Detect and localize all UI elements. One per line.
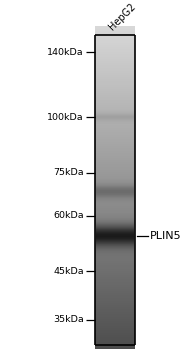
Text: 75kDa: 75kDa xyxy=(53,168,84,177)
Text: 45kDa: 45kDa xyxy=(53,267,84,275)
Text: PLIN5: PLIN5 xyxy=(150,231,181,241)
Text: 100kDa: 100kDa xyxy=(47,113,84,121)
Text: 140kDa: 140kDa xyxy=(47,48,84,57)
Text: HepG2: HepG2 xyxy=(107,2,137,32)
Text: 35kDa: 35kDa xyxy=(53,315,84,324)
Text: 60kDa: 60kDa xyxy=(53,211,84,220)
